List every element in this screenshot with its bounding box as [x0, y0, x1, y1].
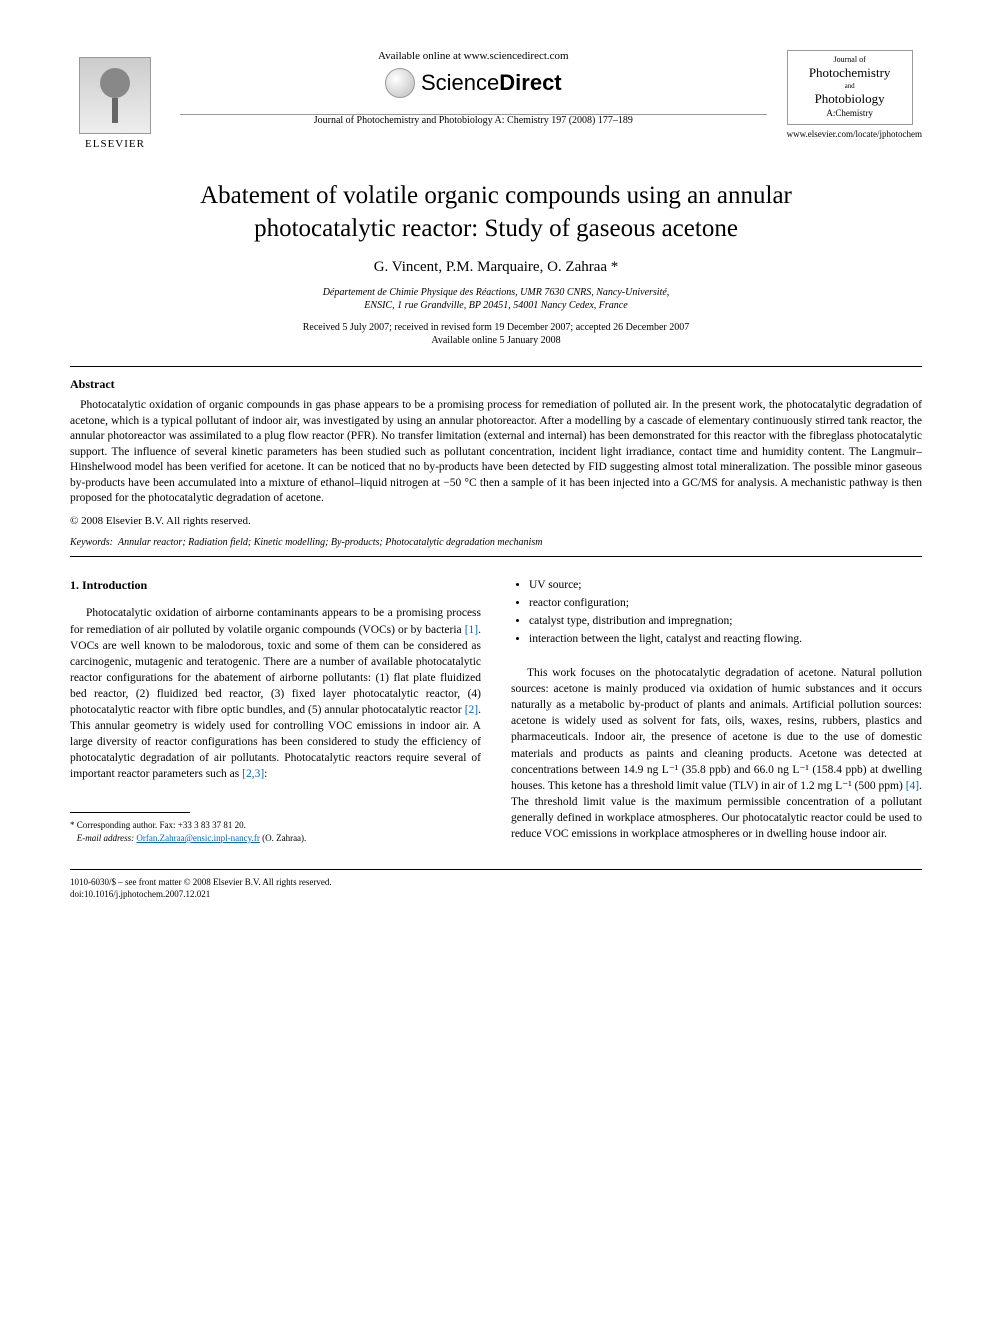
right-paragraph: This work focuses on the photocatalytic …: [511, 665, 922, 842]
email-line: E-mail address: Orfan.Zahraa@ensic.inpl-…: [70, 832, 481, 845]
right-column: UV source; reactor configuration; cataly…: [511, 577, 922, 845]
left-column: 1. Introduction Photocatalytic oxidation…: [70, 577, 481, 845]
footnote: * Corresponding author. Fax: +33 3 83 37…: [70, 819, 481, 844]
section-1-heading: 1. Introduction: [70, 577, 481, 594]
sd-prefix: Science: [421, 70, 499, 95]
two-column-body: 1. Introduction Photocatalytic oxidation…: [70, 577, 922, 845]
email-label: E-mail address:: [77, 833, 134, 843]
journal-cover: Journal of Photochemistry and Photobiolo…: [787, 50, 913, 125]
cover-photobiology: Photobiology: [790, 91, 910, 108]
affiliation: Département de Chimie Physique des Réact…: [70, 286, 922, 312]
abstract-body: Photocatalytic oxidation of organic comp…: [70, 399, 922, 504]
email-name: (O. Zahraa).: [262, 833, 306, 843]
keywords-label: Keywords:: [70, 537, 113, 548]
copyright: © 2008 Elsevier B.V. All rights reserved…: [70, 515, 922, 527]
elsevier-label: ELSEVIER: [85, 138, 145, 150]
corresponding-author: * Corresponding author. Fax: +33 3 83 37…: [70, 819, 481, 832]
title-line1: Abatement of volatile organic compounds …: [200, 182, 792, 209]
list-item: interaction between the light, catalyst …: [529, 631, 922, 647]
keywords: Keywords: Annular reactor; Radiation fie…: [70, 537, 922, 548]
cover-photochemistry: Photochemistry: [790, 65, 910, 82]
sd-suffix: Direct: [499, 70, 561, 95]
title-line2: photocatalytic reactor: Study of gaseous…: [254, 215, 738, 242]
list-item: reactor configuration;: [529, 595, 922, 611]
ref-4-link[interactable]: [4]: [906, 780, 919, 792]
intro-end: :: [264, 768, 267, 780]
available-date: Available online 5 January 2008: [70, 335, 922, 346]
footer-doi: doi:10.1016/j.jphotochem.2007.12.021: [70, 888, 922, 901]
elsevier-tree-icon: [79, 57, 151, 134]
abstract-text: Photocatalytic oxidation of organic comp…: [70, 398, 922, 507]
affiliation-line1: Département de Chimie Physique des Réact…: [323, 287, 670, 298]
footer-separator: [70, 869, 922, 870]
keywords-text: Annular reactor; Radiation field; Kineti…: [118, 537, 542, 548]
ref-2-link[interactable]: [2]: [465, 704, 478, 716]
website-url: www.elsevier.com/locate/jphotochem: [787, 129, 922, 139]
elsevier-logo: ELSEVIER: [70, 50, 160, 150]
cover-achem: A:Chemistry: [790, 108, 910, 120]
intro-pre: Photocatalytic oxidation of airborne con…: [70, 607, 481, 635]
cover-journal-of: Journal of: [790, 55, 910, 65]
affiliation-line2: ENSIC, 1 rue Grandville, BP 20451, 54001…: [364, 300, 627, 311]
received-dates: Received 5 July 2007; received in revise…: [70, 322, 922, 333]
list-item: UV source;: [529, 577, 922, 593]
journal-cover-block: Journal of Photochemistry and Photobiolo…: [787, 50, 922, 139]
list-item: catalyst type, distribution and impregna…: [529, 613, 922, 629]
authors: G. Vincent, P.M. Marquaire, O. Zahraa *: [70, 259, 922, 276]
ref-2-3-link[interactable]: [2,3]: [242, 768, 264, 780]
footer: 1010-6030/$ – see front matter © 2008 El…: [70, 876, 922, 901]
header-row: ELSEVIER Available online at www.science…: [70, 50, 922, 150]
available-online-text: Available online at www.sciencedirect.co…: [180, 50, 767, 62]
center-header: Available online at www.sciencedirect.co…: [160, 50, 787, 126]
sciencedirect-wordmark: ScienceDirect: [421, 70, 562, 96]
intro-mid1: . VOCs are well known to be malodorous, …: [70, 624, 481, 716]
abstract-top-rule: [70, 366, 922, 367]
ref-1-link[interactable]: [1]: [465, 624, 478, 636]
sciencedirect-dot-icon: [385, 68, 415, 98]
page: ELSEVIER Available online at www.science…: [0, 0, 992, 941]
abstract-bottom-rule: [70, 556, 922, 557]
journal-reference: Journal of Photochemistry and Photobiolo…: [180, 115, 767, 126]
sciencedirect-logo: ScienceDirect: [385, 68, 562, 98]
cover-and: and: [790, 82, 910, 91]
article-title: Abatement of volatile organic compounds …: [110, 180, 882, 245]
footnote-separator: [70, 812, 190, 813]
footer-line1: 1010-6030/$ – see front matter © 2008 El…: [70, 876, 922, 889]
reactor-params-list: UV source; reactor configuration; cataly…: [511, 577, 922, 647]
intro-paragraph: Photocatalytic oxidation of airborne con…: [70, 605, 481, 782]
right-pre: This work focuses on the photocatalytic …: [511, 667, 922, 792]
email-link[interactable]: Orfan.Zahraa@ensic.inpl-nancy.fr: [136, 833, 259, 843]
abstract-heading: Abstract: [70, 377, 922, 392]
